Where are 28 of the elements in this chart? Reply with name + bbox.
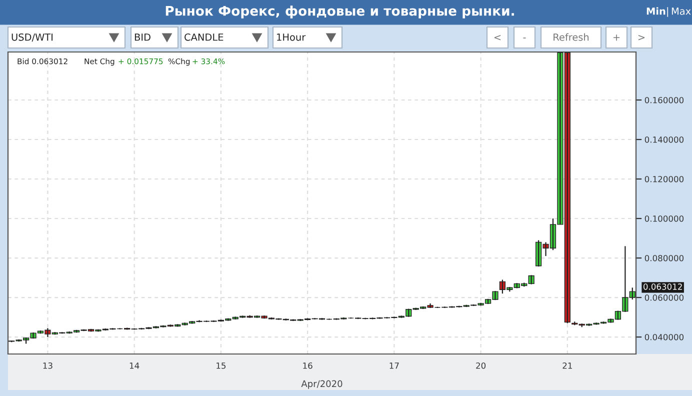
text: + [613, 34, 620, 41]
text: Min [646, 7, 666, 15]
y-tick-label: 0.080000 [644, 254, 684, 262]
y-tick-label: 0.140000 [644, 136, 684, 143]
y-tick-label: 0.120000 [644, 176, 684, 182]
text: USD/WTI [12, 33, 53, 42]
y-tick-label: 0.100000 [644, 215, 684, 222]
text: 1Hour [277, 34, 306, 41]
y-tick-label: 0.060000 [644, 294, 684, 301]
x-tick-label: 16 [303, 362, 312, 369]
y-tick-label: 0.160000 [644, 96, 684, 104]
x-tick-label: 15 [216, 362, 226, 369]
text: BID [134, 34, 150, 41]
text: > [638, 35, 645, 40]
text: 0.063012 [643, 284, 682, 290]
x-axis-title: Apr/2020 [301, 380, 342, 389]
text: < [494, 35, 501, 40]
x-tick-label: 14 [130, 362, 140, 369]
y-tick-label: 0.040000 [644, 334, 684, 340]
x-tick-label: 21 [562, 362, 572, 369]
text: CANDLE [184, 33, 224, 41]
x-tick-label: 13 [43, 362, 52, 369]
chart-title: Рынок Форекс, фондовые и товарные рынки. [166, 6, 514, 18]
text: Refresh [554, 33, 589, 41]
x-tick-label: 17 [390, 362, 399, 369]
text: Max [672, 8, 691, 15]
text: | [667, 7, 668, 17]
x-tick-label: 20 [476, 362, 486, 369]
